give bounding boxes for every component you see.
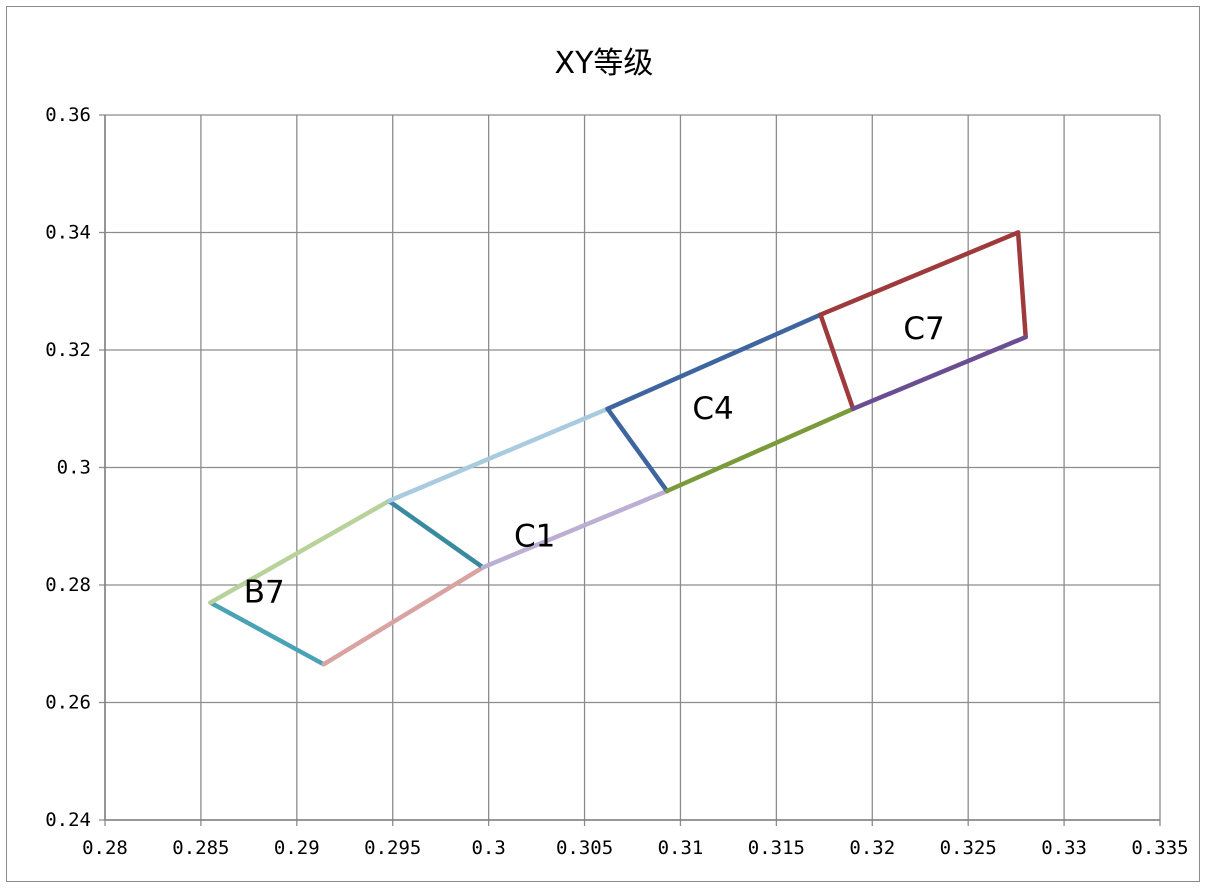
region-label-c7: C7: [903, 311, 944, 347]
series-line-7: [605, 312, 823, 412]
x-tick-label: 0.29: [274, 837, 320, 859]
label-layer: B7 C1 C4 C7: [244, 311, 945, 610]
x-tick-label: 0.31: [658, 837, 704, 859]
x-tick-label: 0.335: [1131, 837, 1188, 859]
series-line-12: [850, 334, 1028, 412]
axis-layer: 0.28 0.285 0.29 0.295 0.3 0.305 0.31 0.315 0.32 0…: [45, 104, 1188, 859]
series-line-2: [321, 565, 486, 667]
x-tick-label: 0.325: [940, 837, 997, 859]
region-label-b7: B7: [244, 574, 285, 610]
x-tick-label: 0.315: [748, 837, 805, 859]
x-tick-label: 0.32: [849, 837, 895, 859]
series-line-9: [818, 312, 856, 412]
series-line-0: [208, 600, 326, 667]
y-tick-label: 0.3: [57, 457, 91, 479]
grid-layer: [99, 114, 1161, 826]
y-tick-label: 0.26: [45, 692, 91, 714]
series-line-3: [386, 498, 486, 570]
series-line-11: [1015, 230, 1028, 340]
series-line-1: [208, 498, 392, 605]
series-line-10: [818, 230, 1021, 317]
region-label-c1: C1: [514, 519, 555, 555]
series-line-8: [664, 406, 856, 494]
series-line-5: [480, 488, 670, 570]
series-layer: [208, 230, 1028, 667]
x-tick-label: 0.295: [364, 837, 421, 859]
chart-frame: [6, 6, 1200, 882]
y-tick-label: 0.28: [45, 574, 91, 596]
x-tick-label: 0.3: [471, 837, 505, 859]
series-line-4: [386, 406, 610, 504]
y-tick-label: 0.32: [45, 339, 91, 361]
y-tick-label: 0.24: [45, 809, 91, 831]
chart-title: XY等级: [554, 46, 654, 81]
x-tick-label: 0.28: [82, 837, 128, 859]
x-tick-label: 0.33: [1041, 837, 1087, 859]
y-tick-label: 0.36: [45, 104, 91, 126]
series-line-6: [605, 406, 670, 494]
x-tick-label: 0.305: [556, 837, 613, 859]
region-label-c4: C4: [692, 391, 733, 427]
x-tick-label: 0.285: [172, 837, 229, 859]
y-tick-label: 0.34: [45, 222, 91, 244]
